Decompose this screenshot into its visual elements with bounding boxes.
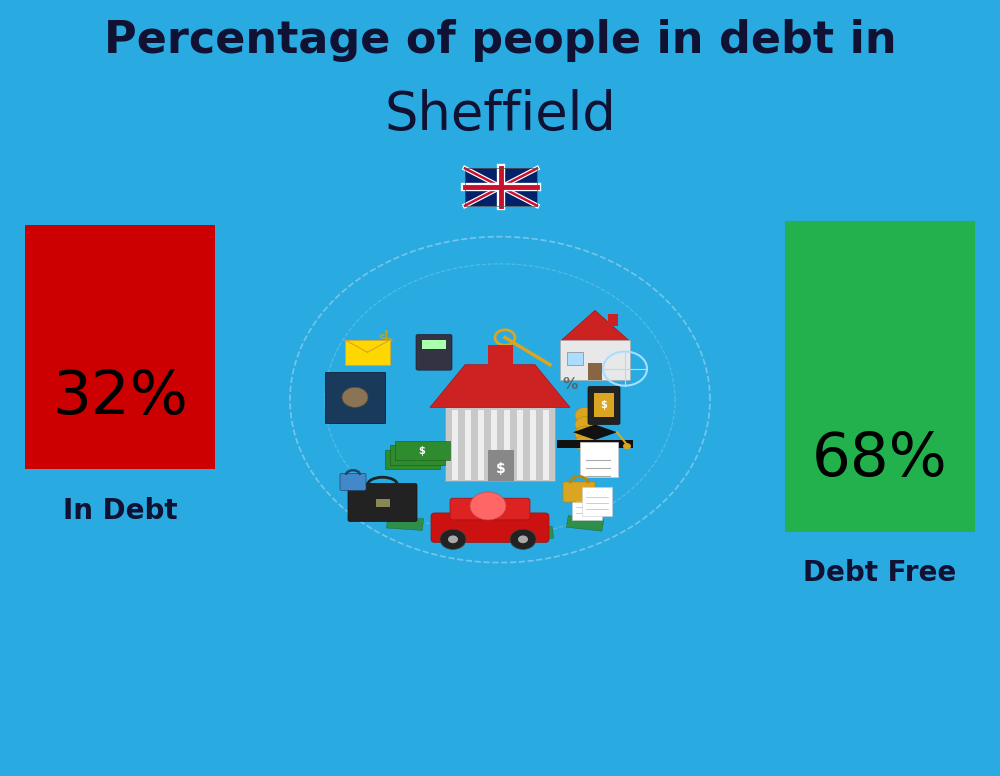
Circle shape (440, 529, 466, 549)
FancyBboxPatch shape (478, 410, 484, 480)
FancyBboxPatch shape (385, 450, 440, 469)
Circle shape (470, 492, 506, 520)
FancyBboxPatch shape (422, 340, 446, 349)
FancyBboxPatch shape (608, 314, 618, 326)
Polygon shape (430, 365, 570, 407)
Polygon shape (560, 310, 630, 341)
FancyBboxPatch shape (785, 221, 975, 532)
FancyBboxPatch shape (395, 441, 450, 460)
Text: ⚕: ⚕ (377, 331, 393, 360)
FancyBboxPatch shape (465, 410, 471, 480)
FancyBboxPatch shape (567, 352, 583, 365)
FancyBboxPatch shape (416, 334, 452, 370)
Circle shape (575, 407, 595, 423)
Text: In Debt: In Debt (63, 497, 177, 525)
Text: $: $ (419, 446, 425, 456)
Text: $: $ (496, 462, 506, 476)
Polygon shape (573, 424, 617, 440)
Text: $: $ (409, 456, 415, 465)
FancyBboxPatch shape (580, 442, 618, 477)
Text: $: $ (414, 451, 420, 460)
Circle shape (575, 426, 595, 442)
Circle shape (575, 435, 595, 451)
FancyBboxPatch shape (390, 445, 445, 465)
FancyBboxPatch shape (588, 363, 602, 380)
FancyBboxPatch shape (516, 526, 554, 541)
FancyBboxPatch shape (450, 498, 530, 520)
Polygon shape (557, 440, 633, 448)
Circle shape (448, 535, 458, 543)
FancyBboxPatch shape (348, 483, 417, 521)
FancyBboxPatch shape (345, 340, 390, 365)
FancyBboxPatch shape (491, 410, 497, 480)
FancyBboxPatch shape (376, 499, 390, 507)
FancyBboxPatch shape (517, 410, 523, 480)
FancyBboxPatch shape (572, 490, 602, 520)
Circle shape (623, 443, 631, 449)
FancyBboxPatch shape (566, 516, 604, 531)
FancyBboxPatch shape (563, 482, 595, 502)
FancyBboxPatch shape (465, 168, 537, 206)
Text: $: $ (601, 400, 607, 410)
Text: Debt Free: Debt Free (803, 559, 957, 587)
FancyBboxPatch shape (588, 386, 620, 424)
FancyBboxPatch shape (594, 393, 614, 417)
Circle shape (510, 529, 536, 549)
Circle shape (342, 387, 368, 407)
FancyBboxPatch shape (488, 345, 513, 365)
Circle shape (518, 535, 528, 543)
FancyBboxPatch shape (445, 407, 555, 481)
FancyBboxPatch shape (25, 225, 215, 469)
FancyBboxPatch shape (543, 410, 549, 480)
FancyBboxPatch shape (504, 410, 510, 480)
FancyBboxPatch shape (582, 487, 612, 516)
FancyBboxPatch shape (431, 513, 549, 542)
Text: 68%: 68% (812, 430, 948, 489)
Text: Sheffield: Sheffield (384, 89, 616, 141)
FancyBboxPatch shape (340, 473, 366, 490)
FancyBboxPatch shape (560, 340, 630, 380)
Text: Percentage of people in debt in: Percentage of people in debt in (104, 19, 896, 62)
Text: 32%: 32% (52, 368, 188, 427)
FancyBboxPatch shape (452, 410, 458, 480)
FancyBboxPatch shape (488, 450, 514, 481)
FancyBboxPatch shape (530, 410, 536, 480)
Text: %: % (562, 376, 578, 392)
FancyBboxPatch shape (325, 372, 385, 423)
FancyBboxPatch shape (386, 516, 424, 531)
Circle shape (575, 417, 595, 432)
FancyBboxPatch shape (447, 529, 483, 541)
